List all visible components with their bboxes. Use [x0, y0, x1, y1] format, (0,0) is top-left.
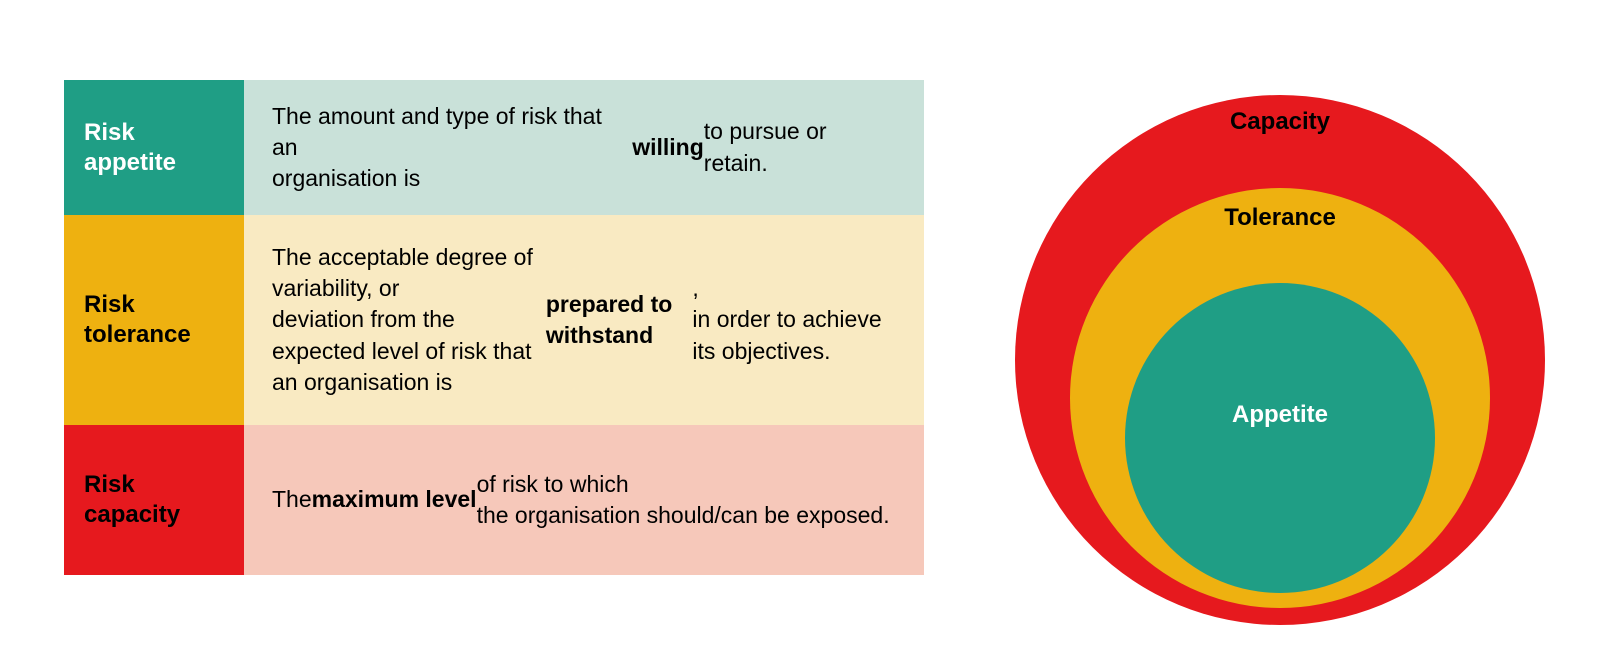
table-row-tolerance: RisktoleranceThe acceptable degree of va…	[64, 215, 924, 425]
table-row-capacity: RiskcapacityThe maximum level of risk to…	[64, 425, 924, 575]
risk-definitions-table: RiskappetiteThe amount and type of risk …	[64, 80, 924, 575]
risk-nested-circles-diagram: Capacity Tolerance Appetite	[1000, 60, 1560, 620]
circle-label-tolerance: Tolerance	[1224, 204, 1336, 232]
row-desc-appetite: The amount and type of risk that anorgan…	[244, 80, 924, 215]
row-label-appetite: Riskappetite	[64, 80, 244, 215]
page: RiskappetiteThe amount and type of risk …	[0, 0, 1600, 667]
table-row-appetite: RiskappetiteThe amount and type of risk …	[64, 80, 924, 215]
circle-label-appetite: Appetite	[1232, 401, 1328, 429]
row-desc-tolerance: The acceptable degree of variability, or…	[244, 215, 924, 425]
circle-label-capacity: Capacity	[1230, 108, 1330, 136]
row-label-tolerance: Risktolerance	[64, 215, 244, 425]
circle-appetite	[1125, 283, 1435, 593]
row-desc-capacity: The maximum level of risk to whichthe or…	[244, 425, 924, 575]
row-label-capacity: Riskcapacity	[64, 425, 244, 575]
